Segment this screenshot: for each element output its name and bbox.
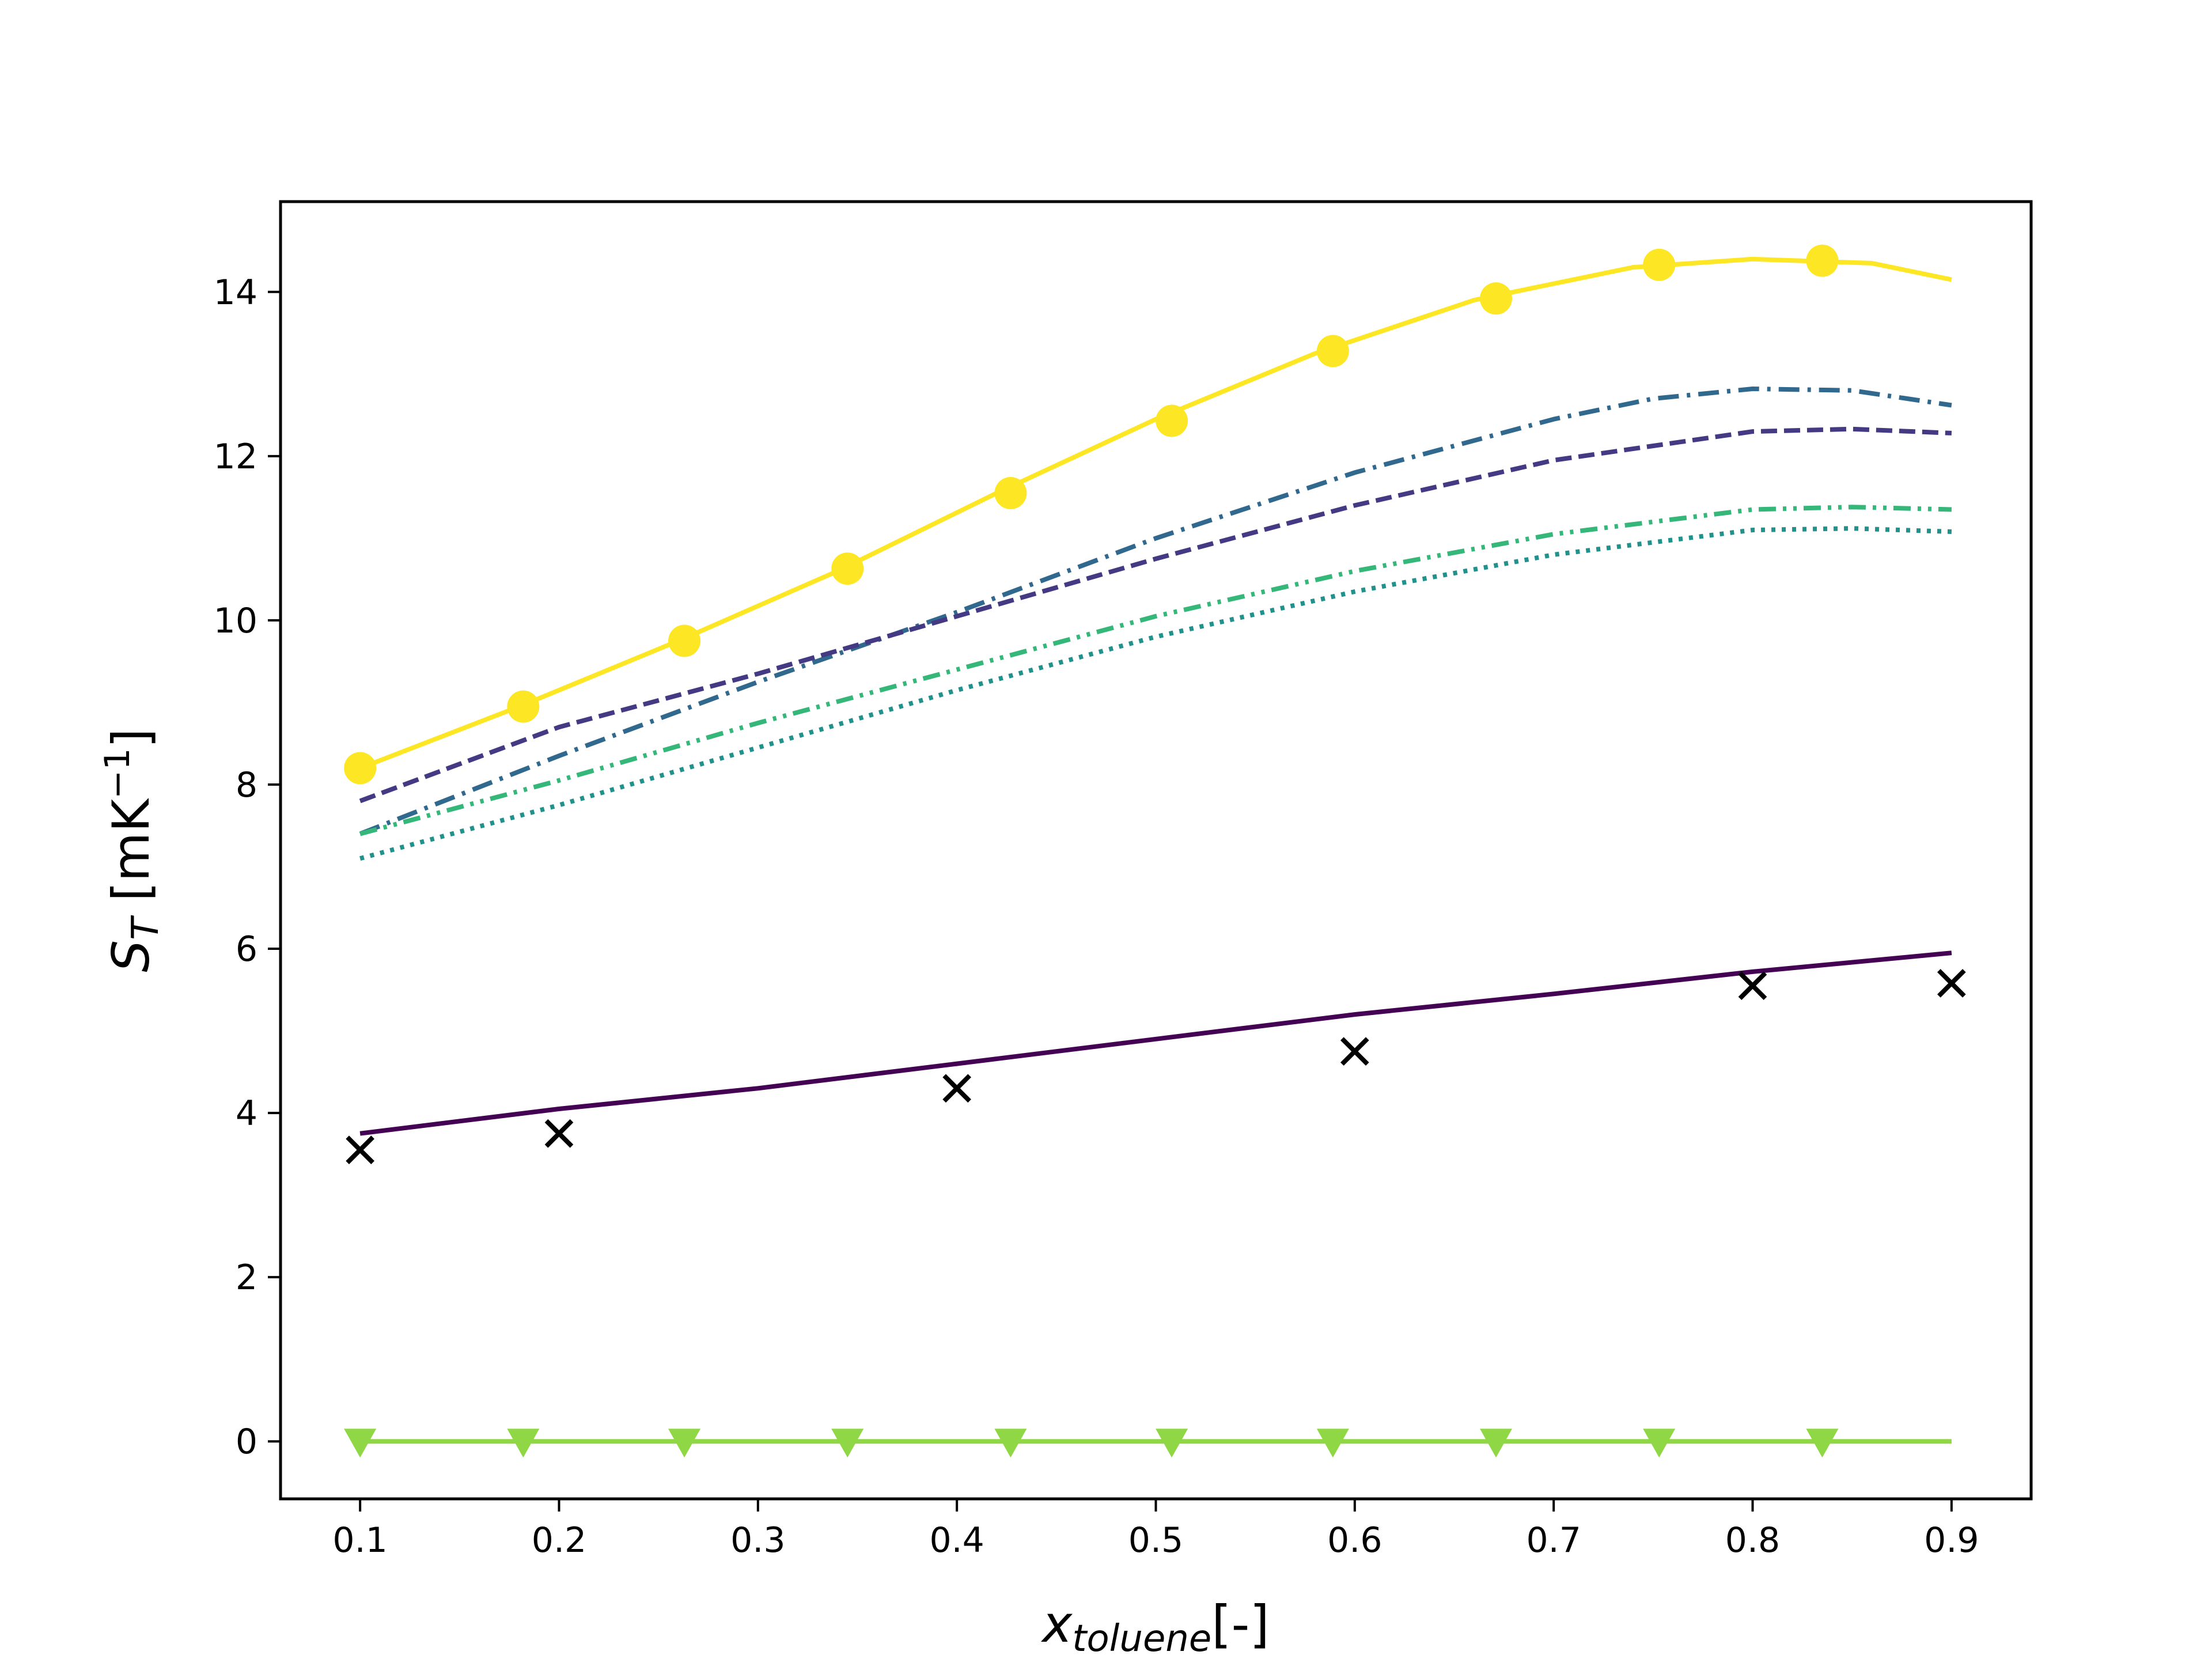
y-axis-label-close: ] [101, 728, 161, 748]
x-axis-label: xtoluene[-] [1040, 1594, 1269, 1659]
y-tick-label: 0 [236, 1422, 257, 1462]
series-line [359, 256, 1952, 771]
series-1 [359, 387, 1952, 836]
series-line [359, 950, 1952, 1136]
y-tick-label: 12 [214, 437, 257, 477]
y-axis-label-sup: −1 [97, 748, 138, 799]
series-point [544, 1119, 574, 1148]
x-axis-label-sub: toluene [1072, 1618, 1211, 1659]
y-axis-label-main: S [101, 940, 161, 972]
x-tick-label: 0.8 [1725, 1520, 1780, 1560]
series-point [831, 1429, 864, 1458]
series-point [507, 1429, 540, 1458]
x-tick-label: 0.6 [1327, 1520, 1382, 1560]
series-point [507, 690, 540, 723]
series-point [1738, 971, 1767, 1001]
x-marker-stroke [1937, 969, 1966, 998]
series-line [359, 426, 1952, 804]
x-tick-label: 0.4 [929, 1520, 984, 1560]
y-axis-label: ST [mK−1] [97, 728, 167, 972]
series-point [1806, 1429, 1839, 1458]
series-point [994, 476, 1027, 509]
x-marker-stroke [1340, 1037, 1369, 1066]
x-tick-label: 0.2 [532, 1520, 586, 1560]
ticks-layer: 0.1 0.2 0.3 0.4 0.5 0.6 0.7 0.8 0.9 0 2 4 6 8 10 12 14 [214, 272, 1979, 1560]
series-point [346, 1135, 374, 1165]
x-marker-stroke [1738, 971, 1767, 1001]
series-point [831, 552, 864, 585]
series-point [1316, 335, 1349, 368]
series-point [994, 1429, 1027, 1458]
series-point [1937, 969, 1966, 998]
x-tick-label: 0.7 [1526, 1520, 1581, 1560]
x-marker-stroke [346, 1135, 374, 1165]
series-line [359, 387, 1952, 836]
x-axis-label-main: x [1040, 1594, 1073, 1654]
y-axis-label-unit: [mK [101, 798, 161, 918]
x-tick-label: 0.3 [730, 1520, 785, 1560]
series-point [1480, 282, 1513, 315]
series-2 [359, 426, 1952, 804]
series-7 [344, 1429, 1952, 1458]
y-tick-label: 14 [214, 272, 257, 313]
y-tick-label: 6 [236, 929, 257, 969]
series-point [1156, 404, 1188, 437]
series-point [942, 1074, 971, 1103]
x-axis-label-suffix: [-] [1211, 1594, 1269, 1654]
series-point [1316, 1429, 1349, 1458]
y-tick-label: 10 [214, 601, 257, 641]
series-point [344, 1429, 377, 1458]
y-tick-label: 8 [236, 765, 257, 805]
series-point [1156, 1429, 1188, 1458]
series-5 [359, 950, 1952, 1136]
series-point [668, 1429, 701, 1458]
x-marker-stroke [544, 1119, 574, 1148]
series-point [1340, 1037, 1369, 1066]
y-tick-label: 4 [236, 1093, 257, 1134]
series-point [1643, 1429, 1676, 1458]
x-tick-label: 0.1 [332, 1520, 387, 1560]
series-point [344, 752, 377, 785]
series-point [1480, 1429, 1513, 1458]
y-tick-label: 2 [236, 1257, 257, 1298]
series-layer [344, 244, 1966, 1458]
series-6 [346, 969, 1966, 1165]
series-point [1643, 248, 1676, 281]
x-tick-label: 0.9 [1924, 1520, 1979, 1560]
series-point [668, 624, 701, 657]
x-tick-label: 0.5 [1128, 1520, 1183, 1560]
series-point [1806, 244, 1839, 277]
y-axis-label-sub: T [124, 915, 167, 940]
x-marker-stroke [942, 1074, 971, 1103]
series-0 [344, 244, 1952, 785]
